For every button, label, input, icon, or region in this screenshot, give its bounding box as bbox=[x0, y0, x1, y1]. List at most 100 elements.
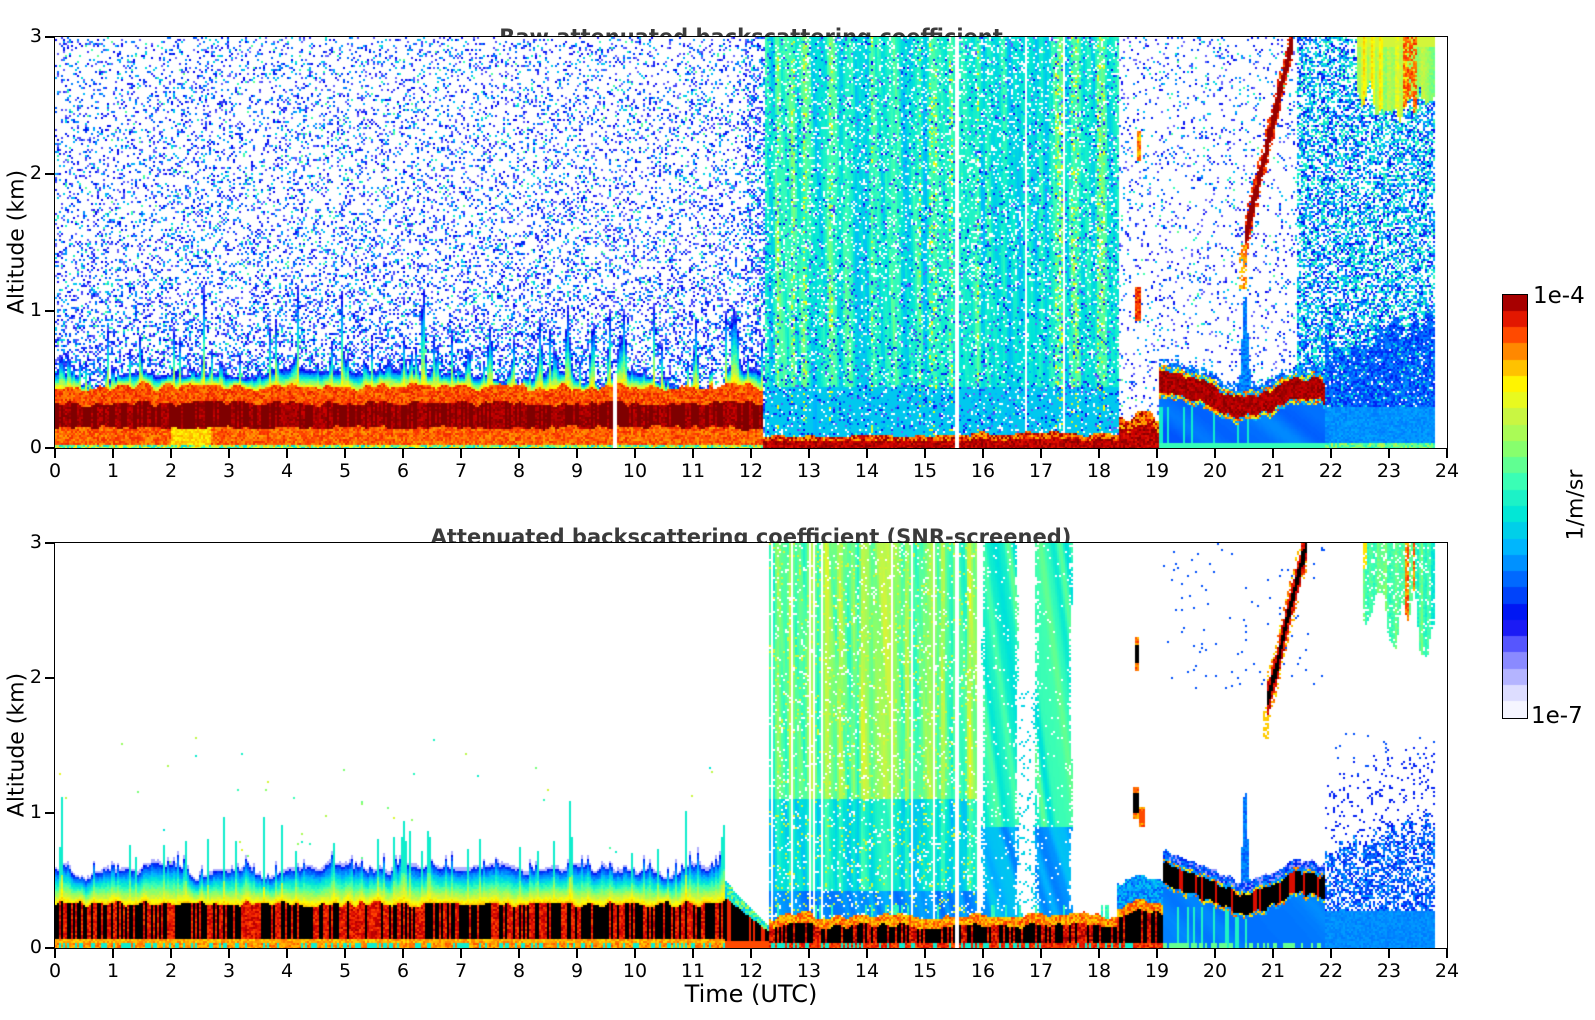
x-tick-label: 4 bbox=[280, 960, 294, 982]
y-tick-label: 3 bbox=[29, 531, 42, 553]
x-tick-label: 21 bbox=[1260, 960, 1286, 982]
x-tick bbox=[1272, 949, 1274, 958]
x-tick bbox=[1330, 949, 1332, 958]
x-tick bbox=[54, 449, 56, 458]
x-tick-label: 24 bbox=[1434, 960, 1460, 982]
x-tick-label: 13 bbox=[796, 460, 822, 482]
y-tick bbox=[45, 173, 54, 175]
x-tick-label: 20 bbox=[1202, 460, 1228, 482]
x-tick bbox=[692, 949, 694, 958]
x-tick bbox=[1446, 449, 1448, 458]
x-tick bbox=[1156, 949, 1158, 958]
x-tick bbox=[576, 449, 578, 458]
x-tick-label: 10 bbox=[622, 960, 648, 982]
x-tick-label: 16 bbox=[970, 460, 996, 482]
x-tick bbox=[1098, 449, 1100, 458]
x-tick-label: 4 bbox=[280, 460, 294, 482]
x-tick-label: 15 bbox=[912, 960, 938, 982]
x-tick bbox=[808, 449, 810, 458]
x-tick-label: 10 bbox=[622, 460, 648, 482]
x-tick-label: 2 bbox=[164, 460, 178, 482]
x-tick bbox=[518, 949, 520, 958]
heatmap-screened-panel bbox=[54, 542, 1448, 949]
x-tick-label: 11 bbox=[680, 960, 706, 982]
x-tick-label: 16 bbox=[970, 960, 996, 982]
x-tick bbox=[228, 949, 230, 958]
x-tick-label: 9 bbox=[570, 460, 584, 482]
x-tick-label: 12 bbox=[738, 960, 764, 982]
x-tick bbox=[1388, 449, 1390, 458]
x-tick-label: 1 bbox=[106, 460, 120, 482]
x-tick-label: 12 bbox=[738, 460, 764, 482]
x-tick bbox=[1098, 949, 1100, 958]
y-tick bbox=[45, 36, 54, 38]
x-tick bbox=[750, 949, 752, 958]
x-tick bbox=[1272, 449, 1274, 458]
x-tick bbox=[634, 449, 636, 458]
y-tick-label: 2 bbox=[29, 666, 42, 688]
y-tick-label: 0 bbox=[29, 936, 42, 958]
x-tick bbox=[54, 949, 56, 958]
colorbar bbox=[1502, 294, 1528, 719]
x-tick bbox=[344, 949, 346, 958]
y-tick bbox=[45, 677, 54, 679]
x-tick-label: 18 bbox=[1086, 460, 1112, 482]
y-tick bbox=[45, 310, 54, 312]
x-tick-label: 8 bbox=[512, 460, 526, 482]
x-tick bbox=[170, 449, 172, 458]
x-tick bbox=[1214, 949, 1216, 958]
y-tick-label: 1 bbox=[29, 299, 42, 321]
x-tick-label: 7 bbox=[454, 460, 468, 482]
x-tick-label: 1 bbox=[106, 960, 120, 982]
x-tick-label: 5 bbox=[338, 460, 352, 482]
y-tick-label: 3 bbox=[29, 25, 42, 47]
y-tick bbox=[45, 542, 54, 544]
x-tick-label: 22 bbox=[1318, 960, 1344, 982]
x-tick bbox=[982, 949, 984, 958]
x-tick-label: 17 bbox=[1028, 460, 1054, 482]
x-tick-label: 8 bbox=[512, 960, 526, 982]
x-tick-label: 0 bbox=[48, 960, 62, 982]
x-tick bbox=[1330, 449, 1332, 458]
y-tick bbox=[45, 947, 54, 949]
heatmap-raw-panel bbox=[54, 36, 1448, 449]
x-tick bbox=[170, 949, 172, 958]
x-tick-label: 19 bbox=[1144, 460, 1170, 482]
x-tick bbox=[982, 449, 984, 458]
x-tick bbox=[1388, 949, 1390, 958]
x-tick-label: 9 bbox=[570, 960, 584, 982]
x-tick bbox=[924, 949, 926, 958]
heatmap-screened-canvas bbox=[55, 543, 1447, 948]
x-tick-label: 5 bbox=[338, 960, 352, 982]
x-tick bbox=[344, 449, 346, 458]
x-tick bbox=[750, 449, 752, 458]
x-tick bbox=[228, 449, 230, 458]
x-tick bbox=[576, 949, 578, 958]
x-tick bbox=[112, 949, 114, 958]
x-tick-label: 3 bbox=[222, 460, 236, 482]
x-tick bbox=[112, 449, 114, 458]
colorbar-min-label: 1e-7 bbox=[1531, 703, 1583, 729]
x-tick-label: 11 bbox=[680, 460, 706, 482]
colorbar-canvas bbox=[1503, 295, 1527, 718]
x-tick-label: 13 bbox=[796, 960, 822, 982]
x-tick bbox=[692, 449, 694, 458]
x-tick bbox=[1156, 449, 1158, 458]
x-tick-label: 19 bbox=[1144, 960, 1170, 982]
x-tick bbox=[924, 449, 926, 458]
x-tick-label: 22 bbox=[1318, 460, 1344, 482]
x-tick bbox=[286, 949, 288, 958]
x-tick bbox=[402, 449, 404, 458]
x-tick bbox=[1040, 449, 1042, 458]
x-tick-label: 2 bbox=[164, 960, 178, 982]
x-tick bbox=[866, 949, 868, 958]
x-tick-label: 21 bbox=[1260, 460, 1286, 482]
x-tick bbox=[808, 949, 810, 958]
x-tick-label: 14 bbox=[854, 460, 880, 482]
x-tick-label: 23 bbox=[1376, 460, 1402, 482]
x-axis-label: Time (UTC) bbox=[684, 980, 818, 1008]
heatmap-raw-canvas bbox=[55, 37, 1447, 448]
x-tick bbox=[402, 949, 404, 958]
x-tick-label: 20 bbox=[1202, 960, 1228, 982]
